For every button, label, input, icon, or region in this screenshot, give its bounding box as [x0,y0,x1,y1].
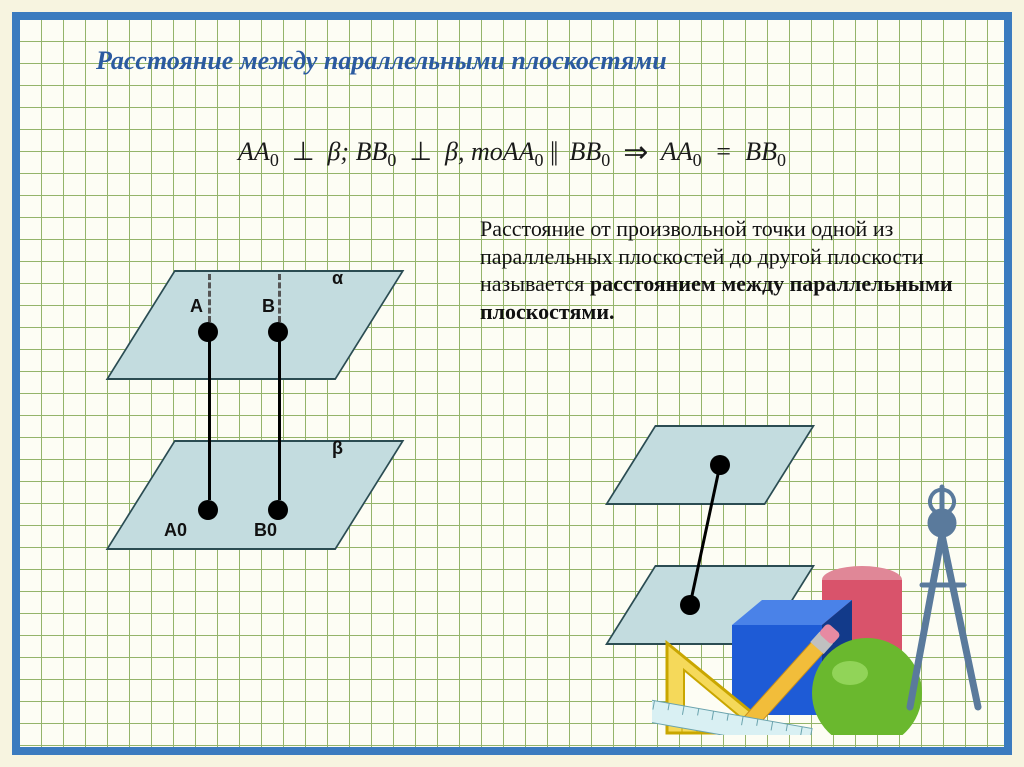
formula-line: AA0 ⊥ β; BB0 ⊥ β, moAA0 || BB0 ⇒ AA0 = B… [20,135,1004,171]
point2-top [710,455,730,475]
point-a0 [198,500,218,520]
segment-a-a0 [208,332,211,500]
f-perp-2: ⊥ [409,137,432,166]
f-parallel: || [550,137,556,166]
label-point-a0: A0 [164,520,187,541]
f-perp-1: ⊥ [292,137,315,166]
label-point-b0: B0 [254,520,277,541]
ruler-icon [652,699,812,735]
grid-frame: Расстояние между параллельными плоскостя… [12,12,1012,755]
dash-a [208,274,211,322]
diagram-two-planes-simple [590,415,850,675]
f-aa0: AA0 [238,137,279,166]
f-beta-1: β [327,137,340,166]
f-aa0-2: AA0 [661,137,702,166]
compass-icon [910,487,978,707]
f-bb0-2: BB0 [569,137,610,166]
point2-bottom [680,595,700,615]
segment-b-b0 [278,332,281,500]
f-bb0: BB0 [356,137,397,166]
definition-text: Расстояние от произвольной точки одной и… [480,215,980,325]
label-beta: β [332,438,343,459]
f-eq: = [715,137,733,166]
label-point-a: A [190,296,203,317]
f-beta-2: β [445,137,458,166]
label-alpha: α [332,268,343,289]
segment-simple [590,415,850,675]
f-bb0-3: BB0 [745,137,786,166]
point-a [198,322,218,342]
point-b0 [268,500,288,520]
slide-title: Расстояние между параллельными плоскостя… [96,46,667,76]
diagram-two-planes-ab: α β A B A0 B0 [100,250,420,600]
dash-b [278,274,281,322]
plane-alpha [106,270,405,380]
f-implies: ⇒ [623,136,648,169]
label-point-b: B [262,296,275,317]
point-b [268,322,288,342]
f-mo: moAA0 [471,137,544,166]
